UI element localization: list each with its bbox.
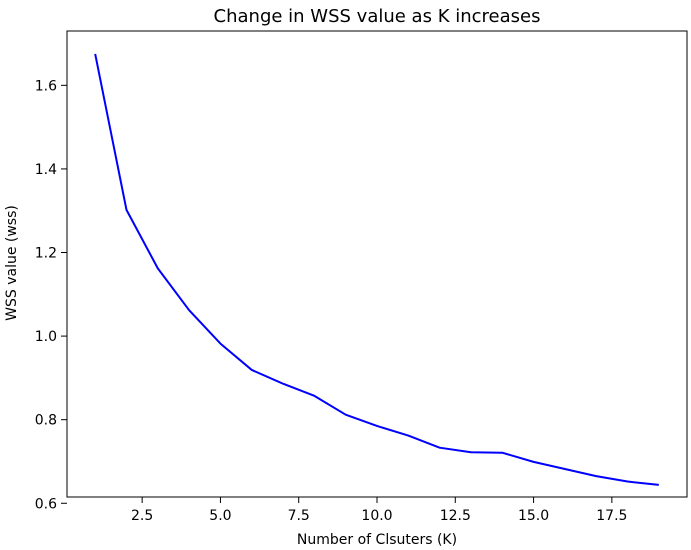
x-tick-label: 7.5: [288, 508, 310, 524]
chart-title: Change in WSS value as K increases: [214, 6, 541, 27]
y-tick-label: 1.0: [35, 329, 57, 345]
y-tick-label: 1.4: [35, 162, 57, 178]
x-tick-label: 2.5: [131, 508, 153, 524]
y-tick-label: 1.6: [35, 78, 57, 94]
x-axis-ticks: 2.5 5.0 7.5 10.0 12.5 15.0 17.5: [131, 497, 627, 524]
x-tick-label: 10.0: [361, 508, 392, 524]
x-axis-label: Number of Clsuters (K): [297, 532, 457, 548]
y-axis-ticks: 0.6 0.8 1.0 1.2 1.4 1.6: [35, 78, 67, 512]
x-tick-label: 15.0: [518, 508, 549, 524]
series-line-0: [94, 53, 659, 486]
y-tick-label: 1.2: [35, 246, 57, 262]
plot-area: [66, 30, 688, 498]
y-tick-label: 0.6: [35, 496, 57, 512]
x-tick-label: 12.5: [440, 508, 471, 524]
x-tick-label: 17.5: [596, 508, 627, 524]
x-tick-label: 5.0: [209, 508, 231, 524]
axes-frame: [66, 30, 688, 498]
y-tick-label: 0.8: [35, 413, 57, 429]
y-axis-label: WSS value (wss): [4, 205, 20, 321]
